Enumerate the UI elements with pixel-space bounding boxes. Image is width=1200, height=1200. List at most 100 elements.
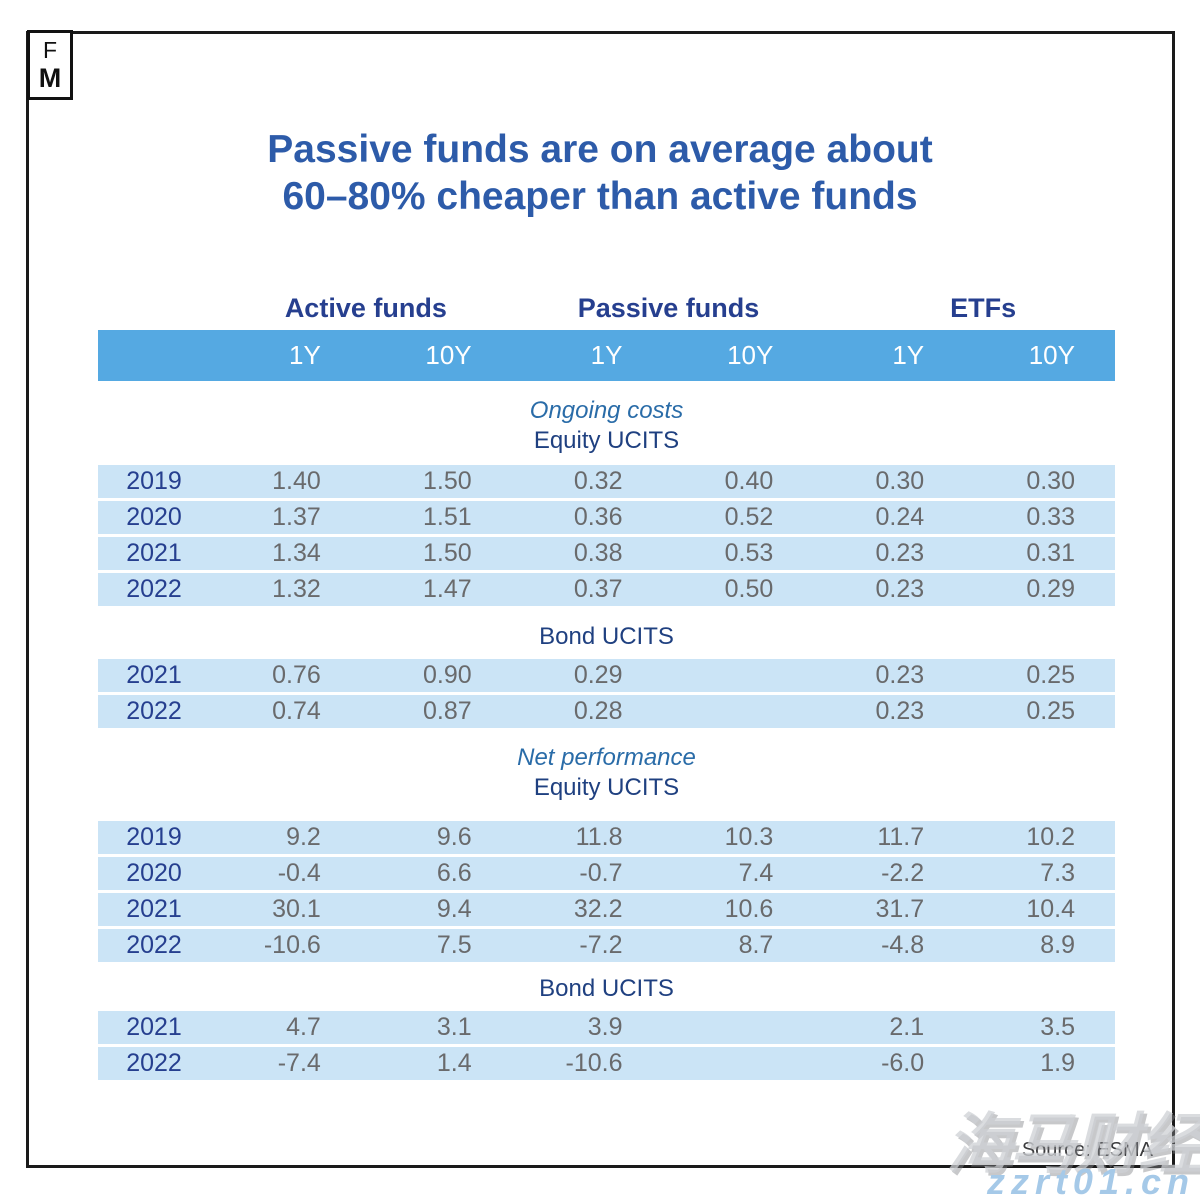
value-cell: 0.87 (422, 697, 472, 725)
table-row: 2020 -0.4 6.6 -0.7 7.4 -2.2 7.3 (98, 857, 1115, 890)
value-cell: 1.50 (422, 539, 472, 567)
title-line-2: 60–80% cheaper than active funds (282, 175, 918, 218)
section-label-net-performance: Net performance (517, 744, 696, 771)
value-cell: 8.7 (738, 931, 774, 959)
value-cell: 11.8 (575, 823, 623, 851)
value-cell: 1.4 (436, 1049, 472, 1077)
value-cell: 9.6 (436, 823, 472, 851)
value-cell: 0.36 (573, 503, 623, 531)
period-header-active-1y: 1Y (289, 340, 321, 370)
value-cell: 1.51 (422, 503, 472, 531)
value-cell: 0.32 (573, 467, 623, 495)
value-cell: -7.4 (277, 1049, 321, 1077)
value-cell: 0.52 (724, 503, 774, 531)
year-cell: 2022 (126, 1049, 182, 1077)
title-line-1: Passive funds are on average about (267, 128, 933, 171)
value-cell: 7.4 (738, 859, 774, 887)
year-cell: 2022 (126, 575, 182, 603)
period-header-row: 1Y 10Y 1Y 10Y 1Y 10Y (98, 330, 1115, 381)
watermark-url: zzrt01.cn (986, 1161, 1195, 1200)
rows-netperf-bond: 2021 4.7 3.1 3.9 2.1 3.5 2022 -7.4 1.4 -… (98, 1011, 1115, 1080)
table-row: 2021 30.1 9.4 32.2 10.6 31.7 10.4 (98, 893, 1115, 926)
section-label-ongoing-costs: Ongoing costs (529, 397, 684, 424)
value-cell: 0.74 (272, 697, 321, 725)
value-cell: 8.9 (1040, 931, 1075, 959)
subsection-label-equity-ucits: Equity UCITS (533, 427, 680, 454)
value-cell: 3.9 (587, 1013, 623, 1041)
table-row: 2021 4.7 3.1 3.9 2.1 3.5 (98, 1011, 1115, 1044)
value-cell: 4.7 (286, 1013, 321, 1041)
table-row: 2022 -7.4 1.4 -10.6 -6.0 1.9 (98, 1047, 1115, 1080)
subsection-label-bond-ucits: Bond UCITS (539, 975, 674, 1002)
value-cell: -10.6 (565, 1049, 623, 1077)
value-cell: 9.2 (286, 823, 321, 851)
period-header-etfs-10y: 10Y (1028, 340, 1075, 370)
value-cell: 0.76 (272, 661, 321, 689)
value-cell: 0.33 (1026, 503, 1075, 531)
value-cell: 31.7 (875, 895, 925, 923)
value-cell: 0.25 (1026, 697, 1075, 725)
value-cell: 1.34 (272, 539, 321, 567)
value-cell: 0.37 (573, 575, 623, 603)
value-cell: 1.9 (1040, 1049, 1075, 1077)
value-cell: -6.0 (881, 1049, 925, 1077)
period-header-active-10y: 10Y (425, 340, 472, 370)
value-cell: 10.3 (724, 823, 774, 851)
value-cell: 9.4 (436, 895, 472, 923)
value-cell: 1.50 (422, 467, 472, 495)
value-cell: 10.4 (1026, 895, 1075, 923)
value-cell: 0.28 (573, 697, 623, 725)
border-frame (26, 31, 1175, 1168)
value-cell: 7.3 (1040, 859, 1075, 887)
value-cell: 0.25 (1026, 661, 1075, 689)
table-row: 2022 0.74 0.87 0.28 0.23 0.25 (98, 695, 1115, 728)
value-cell: 0.40 (724, 467, 774, 495)
fm-logo: F M (27, 30, 73, 100)
value-cell: 1.47 (422, 575, 472, 603)
value-cell: 3.5 (1040, 1013, 1075, 1041)
value-cell: 0.38 (573, 539, 623, 567)
year-cell: 2022 (126, 697, 182, 725)
year-cell: 2020 (126, 859, 182, 887)
value-cell: 6.6 (436, 859, 472, 887)
value-cell: 1.37 (272, 503, 321, 531)
value-cell: 1.32 (272, 575, 321, 603)
group-header-active-funds: Active funds (284, 293, 447, 323)
value-cell: 0.29 (1026, 575, 1075, 603)
value-cell: -0.7 (579, 859, 623, 887)
subsection-label-bond-ucits: Bond UCITS (539, 623, 674, 650)
value-cell: 0.23 (875, 661, 925, 689)
value-cell: 2.1 (889, 1013, 925, 1041)
year-cell: 2021 (126, 1013, 182, 1041)
value-cell: -2.2 (881, 859, 925, 887)
value-cell: 0.30 (1026, 467, 1075, 495)
logo-letter-f: F (42, 36, 58, 63)
rows-netperf-equity: 2019 9.2 9.6 11.8 10.3 11.7 10.2 2020 -0… (98, 821, 1115, 962)
value-cell: 0.23 (875, 575, 925, 603)
table-row: 2020 1.37 1.51 0.36 0.52 0.24 0.33 (98, 501, 1115, 534)
value-cell: 3.1 (436, 1013, 472, 1041)
group-header-etfs: ETFs (950, 293, 1017, 323)
chart-title: Passive funds are on average about 60–80%… (0, 126, 1200, 220)
table-row: 2022 1.32 1.47 0.37 0.50 0.23 0.29 (98, 573, 1115, 606)
value-cell: 0.50 (724, 575, 774, 603)
value-cell: 0.90 (422, 661, 472, 689)
column-group-header-row: Active funds Passive funds ETFs (98, 287, 1115, 330)
value-cell: 0.31 (1026, 539, 1075, 567)
year-cell: 2022 (126, 931, 182, 959)
rows-ongoing-bond: 2021 0.76 0.90 0.29 0.23 0.25 2022 0.74 … (98, 659, 1115, 728)
fund-comparison-table: Active funds Passive funds ETFs 1Y 10Y 1… (98, 287, 1115, 1083)
value-cell: -7.2 (579, 931, 623, 959)
logo-letter-m: M (38, 62, 62, 93)
value-cell: 0.24 (875, 503, 925, 531)
year-cell: 2020 (126, 503, 182, 531)
watermark-text: 海马财经 (946, 1107, 1200, 1181)
year-cell: 2021 (126, 661, 182, 689)
table-row: 2022 -10.6 7.5 -7.2 8.7 -4.8 8.9 (98, 929, 1115, 962)
table-row: 2019 9.2 9.6 11.8 10.3 11.7 10.2 (98, 821, 1115, 854)
table-row: 2019 1.40 1.50 0.32 0.40 0.30 0.30 (98, 465, 1115, 498)
value-cell: 10.2 (1026, 823, 1075, 851)
value-cell: 30.1 (272, 895, 321, 923)
subsection-label-equity-ucits: Equity UCITS (533, 774, 680, 801)
value-cell: 7.5 (436, 931, 472, 959)
